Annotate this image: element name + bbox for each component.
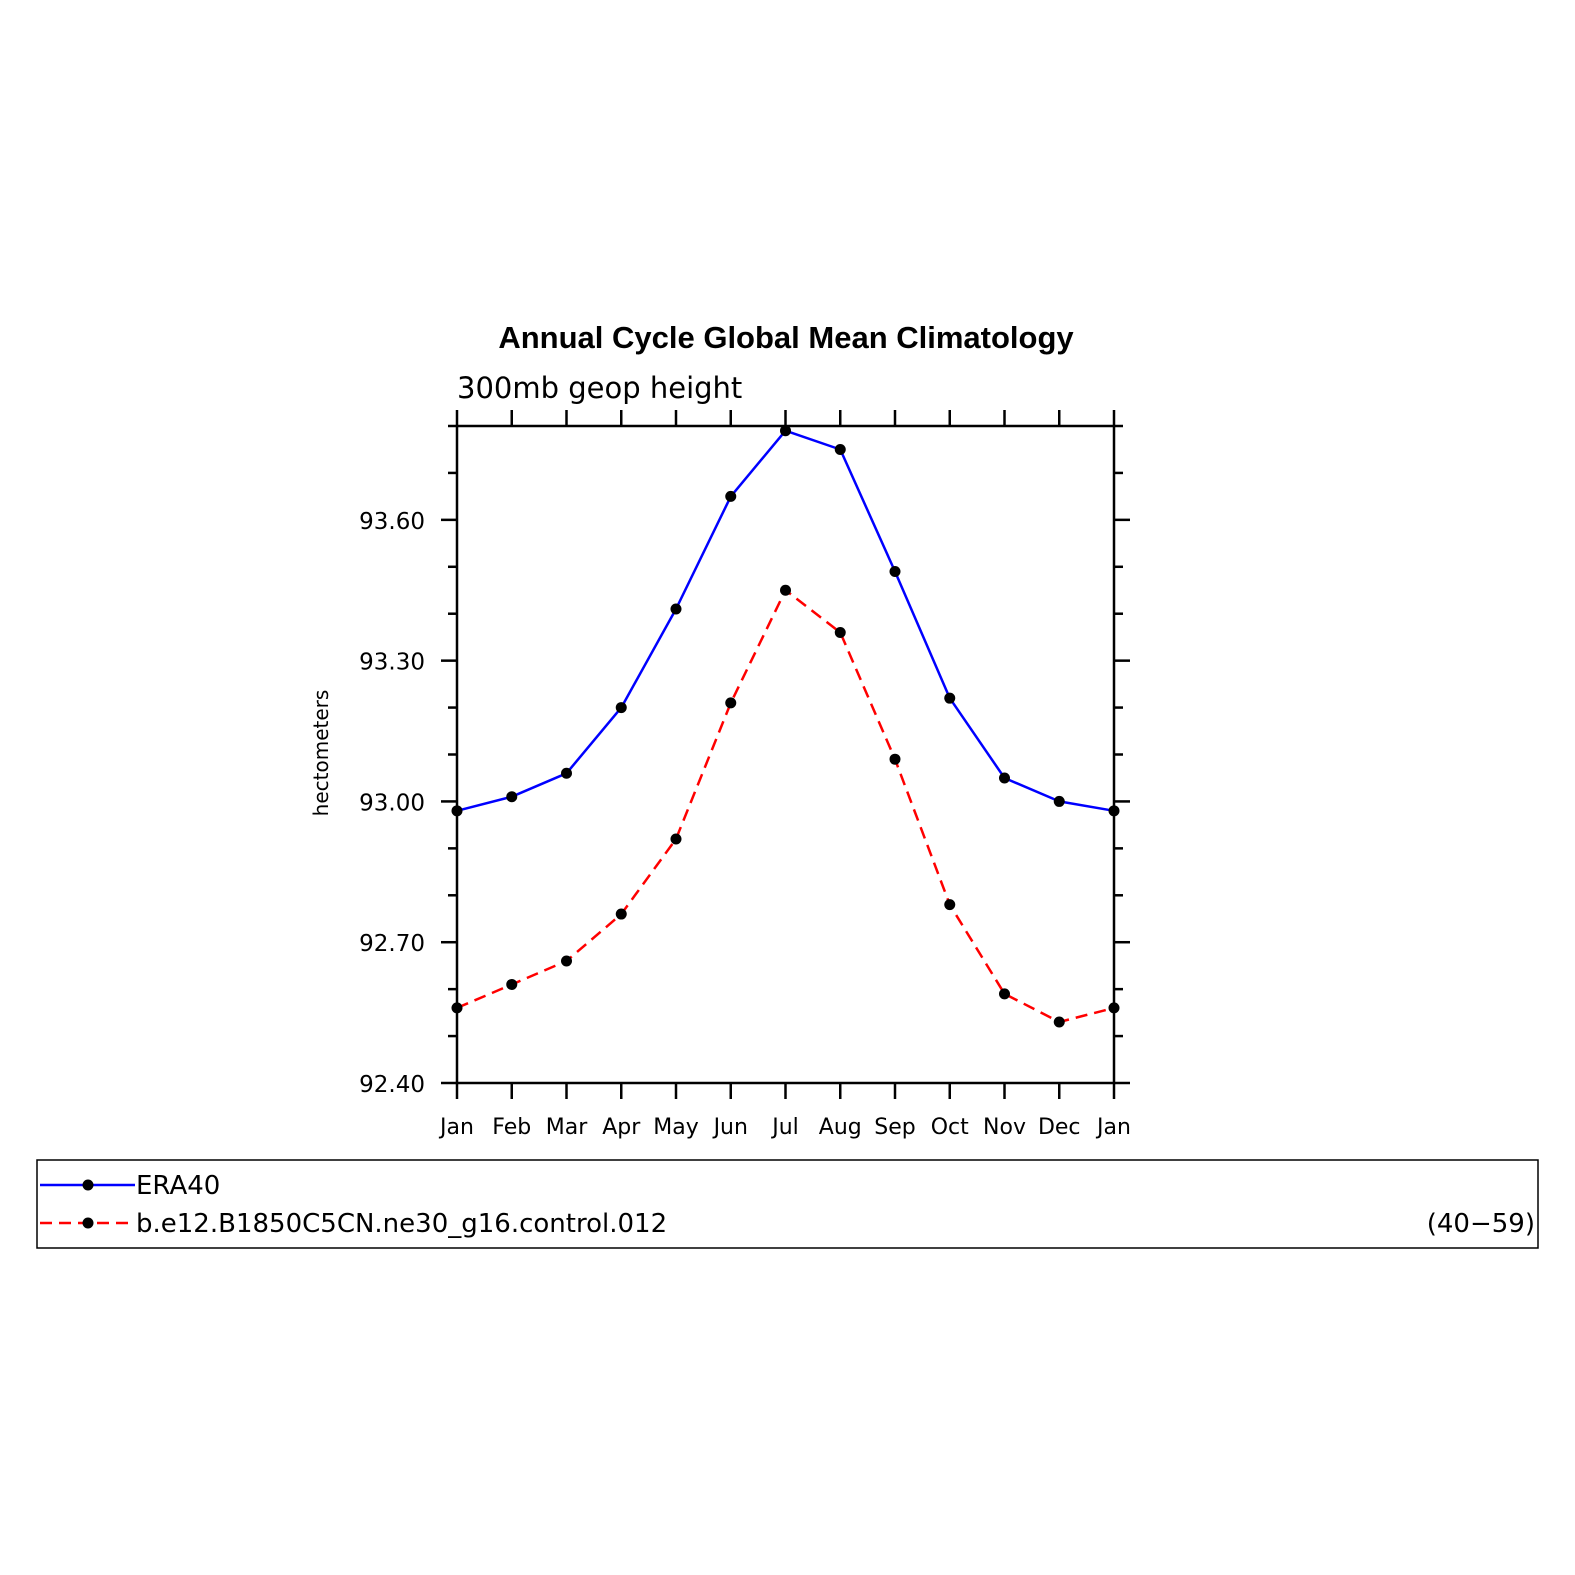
- series-1-point: [615, 908, 627, 920]
- series-1-point: [889, 753, 901, 765]
- series-1-point: [670, 833, 682, 845]
- series-0-point: [944, 692, 956, 704]
- series-0-point: [451, 805, 463, 817]
- series-1-point: [944, 899, 956, 911]
- x-tick-label: Sep: [874, 1115, 915, 1140]
- x-tick-label: Aug: [819, 1115, 862, 1140]
- series-0-point: [834, 443, 846, 455]
- legend-label-model: b.e12.B1850C5CN.ne30_g16.control.012: [136, 1209, 667, 1239]
- x-tick-label: Jan: [1095, 1115, 1131, 1140]
- series-0-point: [506, 791, 518, 803]
- x-tick-label: Oct: [931, 1115, 969, 1140]
- x-tick-label: Mar: [546, 1115, 588, 1140]
- series-line-1: [456, 588, 1115, 1024]
- y-tick-label: 93.30: [359, 650, 425, 676]
- series-1-point: [1053, 1016, 1065, 1028]
- x-tick-label: Feb: [492, 1115, 531, 1140]
- x-tick-label: Jan: [438, 1115, 474, 1140]
- series-0-point: [889, 565, 901, 577]
- legend-label-era40: ERA40: [136, 1171, 220, 1201]
- series-1-point: [451, 1002, 463, 1014]
- x-ticks: Jan Feb Mar Apr May Jun Jul Aug Sep Oct Nov Dec Jan: [438, 410, 1131, 1140]
- series-1-point: [561, 955, 572, 967]
- y-tick-label: 93.00: [359, 790, 425, 816]
- series-0-point: [670, 603, 682, 615]
- series-1-point: [999, 988, 1010, 1000]
- y-ticks: 92.40 92.70 93.00 93.30 93.60: [359, 424, 1130, 1098]
- y-axis-label: hectometers: [309, 690, 333, 817]
- y-tick-label: 92.70: [359, 931, 425, 957]
- x-tick-label: Apr: [602, 1115, 641, 1140]
- x-tick-label: Jun: [712, 1115, 748, 1140]
- series-0-point: [1053, 795, 1065, 807]
- series-0-point: [725, 490, 737, 502]
- series-0-point: [1108, 805, 1120, 817]
- y-tick-label: 92.40: [359, 1072, 425, 1098]
- series-layer: [451, 425, 1120, 1028]
- x-tick-label: May: [653, 1115, 698, 1140]
- series-1-point: [725, 697, 737, 709]
- series-0-point: [999, 772, 1010, 784]
- legend: ERA40 b.e12.B1850C5CN.ne30_g16.control.0…: [36, 1159, 1539, 1249]
- series-0-point: [780, 425, 791, 437]
- legend-note: (40−59): [1427, 1209, 1535, 1239]
- series-1-point: [1108, 1002, 1120, 1014]
- x-tick-label: Jul: [770, 1115, 799, 1140]
- series-1-point: [780, 584, 791, 596]
- series-1-point: [834, 626, 846, 638]
- chart-title: Annual Cycle Global Mean Climatology: [498, 320, 1074, 355]
- series-line-0: [456, 429, 1115, 813]
- chart-subtitle: 300mb geop height: [457, 371, 742, 405]
- series-0-point: [615, 702, 627, 714]
- plot-frame: [455, 424, 1116, 1085]
- series-0-point: [561, 767, 572, 779]
- x-tick-label: Nov: [983, 1115, 1026, 1140]
- series-1-point: [506, 978, 518, 990]
- legend-marker-era40: [82, 1179, 94, 1191]
- legend-marker-model: [82, 1217, 94, 1229]
- y-tick-label: 93.60: [359, 509, 425, 535]
- x-tick-label: Dec: [1038, 1115, 1081, 1140]
- legend-box: [36, 1159, 1539, 1249]
